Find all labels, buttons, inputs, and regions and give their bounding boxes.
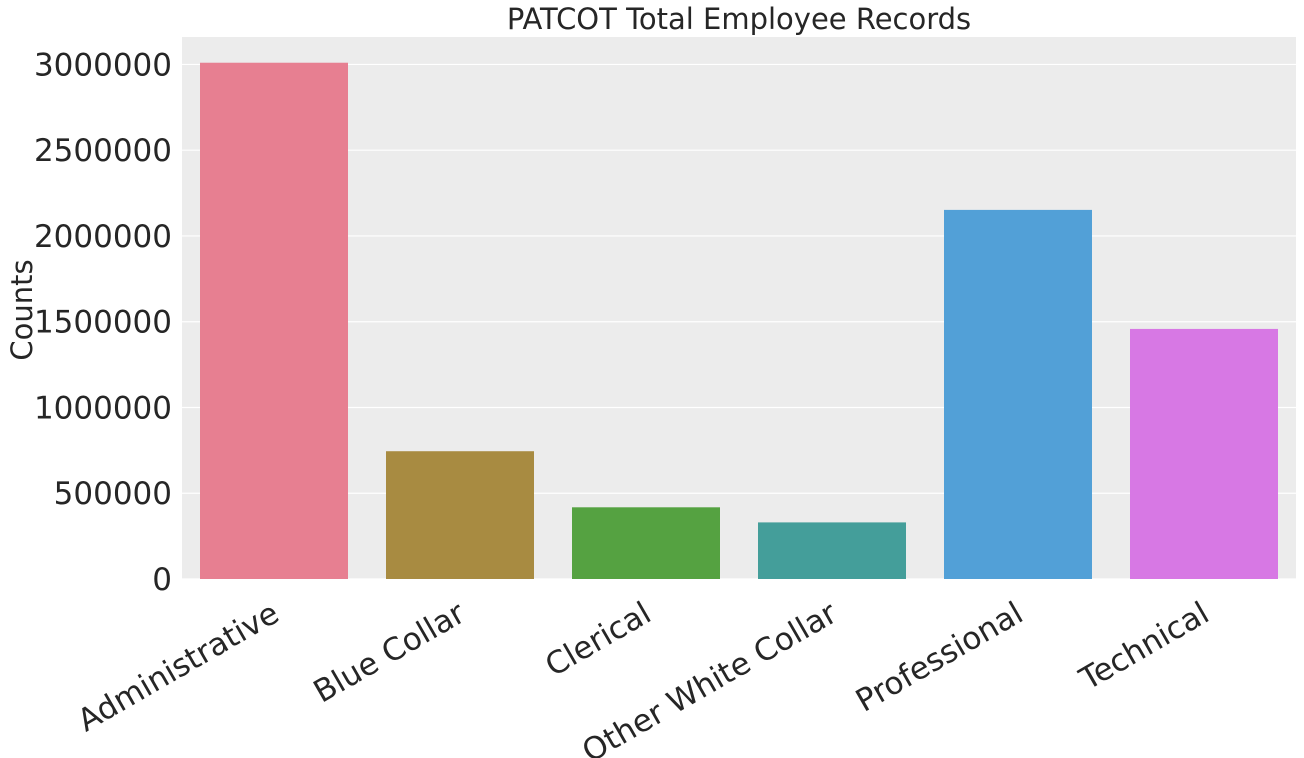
y-tick-label: 1000000 bbox=[34, 390, 172, 426]
x-tick-label: Clerical bbox=[539, 595, 657, 684]
bar-clerical bbox=[572, 507, 720, 579]
y-axis-ticks: 0 500000 1000000 1500000 2000000 2500000 30000… bbox=[34, 47, 172, 598]
x-tick-label: Technical bbox=[1073, 595, 1215, 698]
gridlines bbox=[182, 63, 1296, 580]
bar-technical bbox=[1130, 328, 1278, 579]
y-tick-label: 500000 bbox=[54, 476, 172, 512]
x-tick-label: Administrative bbox=[72, 595, 285, 739]
bar-other-white-collar bbox=[758, 522, 906, 579]
y-tick-label: 2500000 bbox=[34, 133, 172, 169]
bar-administrative bbox=[200, 62, 348, 580]
chart-title: PATCOT Total Employee Records bbox=[507, 2, 971, 36]
y-axis-label: Counts bbox=[5, 259, 39, 360]
x-tick-label: Blue Collar bbox=[308, 595, 472, 710]
bar-professional bbox=[944, 209, 1092, 579]
y-tick-label: 1500000 bbox=[34, 305, 172, 341]
y-tick-label: 3000000 bbox=[34, 47, 172, 83]
x-tick-label: Professional bbox=[850, 595, 1029, 719]
bar-blue-collar bbox=[386, 451, 534, 579]
y-tick-label: 0 bbox=[152, 562, 172, 598]
y-tick-label: 2000000 bbox=[34, 219, 172, 255]
bars bbox=[200, 62, 1278, 580]
plot-background bbox=[182, 37, 1296, 579]
